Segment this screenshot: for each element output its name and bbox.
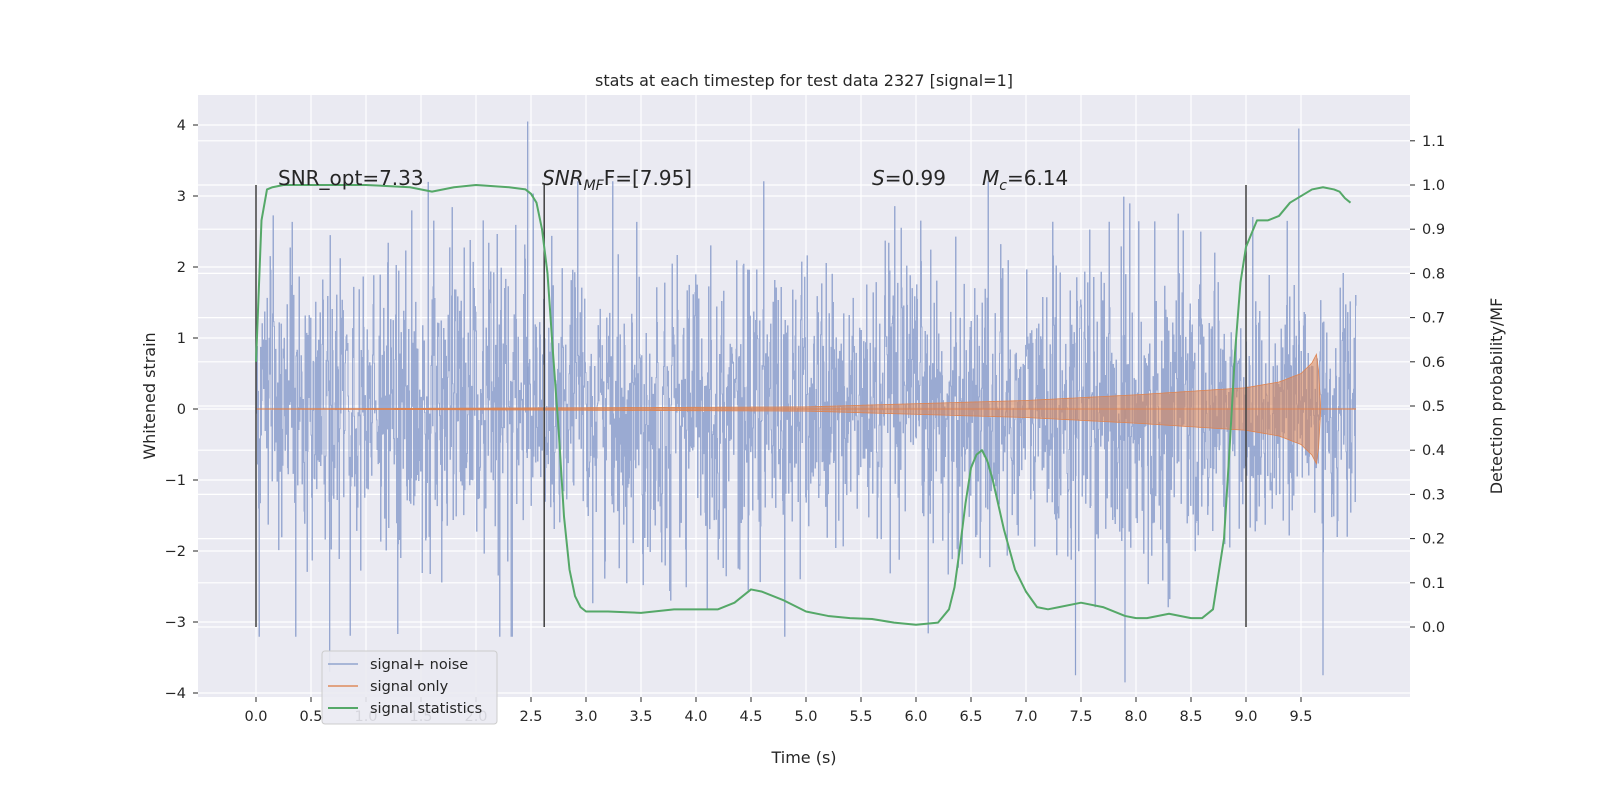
x-tick-label: 6.0 xyxy=(904,709,927,725)
x-tick-label: 8.5 xyxy=(1179,709,1202,725)
x-tick-label: 7.0 xyxy=(1014,709,1037,725)
vertical-markers xyxy=(255,185,1247,627)
y-tick-label: −4 xyxy=(165,686,186,702)
annotations: SNR_opt=7.33 SNRMFF=[7.95] S=0.99 Mc=6.14 xyxy=(278,166,1068,194)
y2-tick-label: 0.9 xyxy=(1422,222,1445,238)
x-tick-label: 2.5 xyxy=(519,709,542,725)
noise-trace xyxy=(255,181,1357,637)
y2-tick-label: 1.0 xyxy=(1422,178,1445,194)
x-tick-label: 4.0 xyxy=(684,709,707,725)
y-tick-label: 2 xyxy=(177,260,186,276)
y-tick-label: −2 xyxy=(165,544,186,560)
legend-label: signal only xyxy=(370,679,449,695)
legend-label: signal+ noise xyxy=(370,657,468,673)
y-tick-label: −1 xyxy=(165,473,186,489)
x-tick-label: 5.0 xyxy=(794,709,817,725)
statistics-line xyxy=(255,184,1352,626)
x-tick-label: 3.5 xyxy=(629,709,652,725)
y-tick-label: 3 xyxy=(177,189,186,205)
x-tick-label: 0.5 xyxy=(299,709,322,725)
x-tick-label: 4.5 xyxy=(739,709,762,725)
y2-tick-label: 1.1 xyxy=(1422,134,1445,150)
y2-tick-label: 0.8 xyxy=(1422,266,1445,282)
y2-tick-label: 0.0 xyxy=(1422,620,1445,636)
x-tick-label: 0.0 xyxy=(244,709,267,725)
x-tick-label: 6.5 xyxy=(959,709,982,725)
signal-only-series xyxy=(255,353,1356,465)
signal-statistics-series xyxy=(255,184,1352,626)
y2-tick-label: 0.3 xyxy=(1422,487,1445,503)
legend: signal+ noise signal only signal statistic… xyxy=(321,650,498,725)
y-tick-label: 4 xyxy=(177,118,186,134)
x-tick-label: 8.0 xyxy=(1124,709,1147,725)
annotation-snr-mf: SNRMFF=[7.95] xyxy=(542,166,692,194)
y2-tick-label: 0.1 xyxy=(1422,576,1445,592)
noise-series xyxy=(255,121,1357,683)
x-tick-label: 5.5 xyxy=(849,709,872,725)
annotation-snr-opt: SNR_opt=7.33 xyxy=(278,166,424,190)
y-axis-label: Whitened strain xyxy=(140,332,159,459)
legend-label: signal statistics xyxy=(370,701,482,717)
axes: 0.00.51.01.52.02.53.03.54.04.55.05.56.06… xyxy=(165,118,1445,725)
x-tick-label: 7.5 xyxy=(1069,709,1092,725)
y2-tick-label: 0.4 xyxy=(1422,443,1445,459)
x-tick-label: 9.5 xyxy=(1289,709,1312,725)
annotation-mc: Mc=6.14 xyxy=(982,166,1068,194)
y-tick-label: −3 xyxy=(165,615,186,631)
x-axis-label: Time (s) xyxy=(770,748,836,767)
x-tick-label: 9.0 xyxy=(1234,709,1257,725)
y2-tick-label: 0.2 xyxy=(1422,532,1445,548)
annotation-s: S=0.99 xyxy=(872,166,946,190)
y-tick-label: 1 xyxy=(177,331,186,347)
x-tick-label: 3.0 xyxy=(574,709,597,725)
y-tick-label: 0 xyxy=(177,402,186,418)
y2-tick-label: 0.6 xyxy=(1422,355,1445,371)
chart-title: stats at each timestep for test data 232… xyxy=(595,71,1013,90)
y2-tick-label: 0.7 xyxy=(1422,311,1445,327)
y2-tick-label: 0.5 xyxy=(1422,399,1445,415)
y2-axis-label: Detection probability/MF xyxy=(1487,298,1506,495)
legend-box xyxy=(321,650,498,725)
